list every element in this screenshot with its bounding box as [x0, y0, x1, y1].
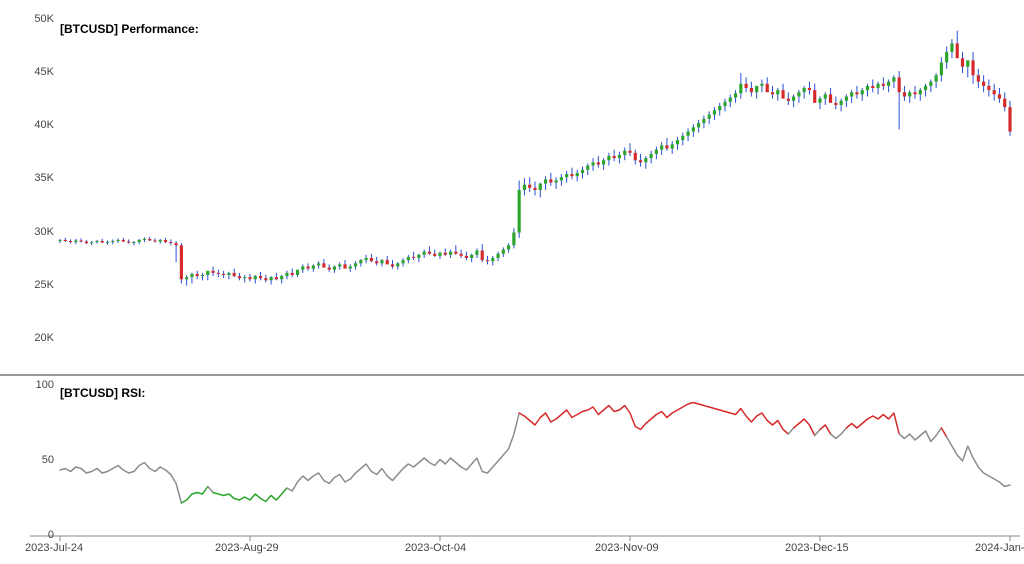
rsi-ytick-label: 100	[14, 379, 54, 391]
price-ytick-label: 20K	[14, 332, 54, 344]
x-tick-label: 2023-Dec-15	[785, 542, 865, 554]
x-tick-label: 2023-Oct-04	[405, 542, 485, 554]
price-ytick-label: 25K	[14, 279, 54, 291]
rsi-ytick-label: 0	[14, 529, 54, 541]
rsi-chart-svg	[0, 376, 1024, 564]
price-ytick-label: 45K	[14, 66, 54, 78]
price-ytick-label: 40K	[14, 119, 54, 131]
price-ytick-label: 50K	[14, 13, 54, 25]
price-panel: [BTCUSD] Performance: 20K25K30K35K40K45K…	[0, 0, 1024, 376]
price-chart-svg	[0, 0, 1024, 374]
x-tick-label: 2023-Aug-29	[215, 542, 295, 554]
x-tick-label: 2024-Jan-20	[975, 542, 1024, 554]
rsi-ytick-label: 50	[14, 454, 54, 466]
x-tick-label: 2023-Nov-09	[595, 542, 675, 554]
x-tick-label: 2023-Jul-24	[25, 542, 105, 554]
price-ytick-label: 30K	[14, 226, 54, 238]
price-ytick-label: 35K	[14, 172, 54, 184]
chart-page: [BTCUSD] Performance: 20K25K30K35K40K45K…	[0, 0, 1024, 564]
rsi-panel: [BTCUSD] RSI: 050100 2023-Jul-242023-Aug…	[0, 376, 1024, 564]
